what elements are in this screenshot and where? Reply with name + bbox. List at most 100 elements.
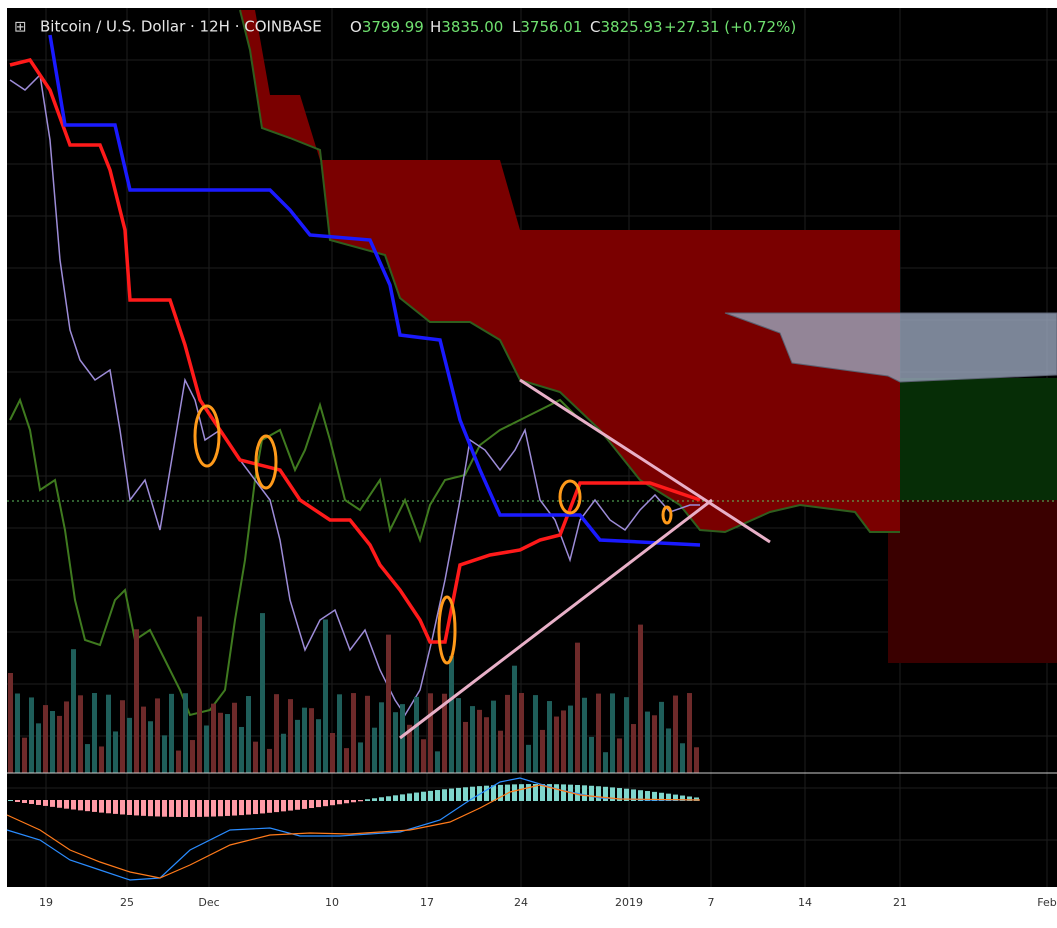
histogram-bar: [491, 785, 496, 801]
volume-bar: [589, 736, 594, 773]
histogram-bar: [120, 800, 125, 815]
histogram-bar: [631, 789, 636, 801]
volume-bar: [582, 697, 587, 773]
volume-bar: [575, 642, 580, 773]
cloud: [240, 10, 900, 532]
histogram-bar: [8, 800, 13, 801]
histogram-bar: [456, 787, 461, 801]
volume-bar: [274, 694, 279, 773]
volume-bar: [379, 702, 384, 773]
histogram-bar: [484, 785, 489, 801]
histogram-bar: [134, 800, 139, 816]
x-tick-label: 2019: [615, 896, 643, 909]
volume-bar: [624, 697, 629, 773]
volume-bar: [540, 729, 545, 773]
histogram-bar: [470, 786, 475, 801]
volume-bar: [456, 698, 461, 773]
histogram-bar: [596, 786, 601, 801]
histogram-bar: [379, 797, 384, 801]
lagging-span: [9, 397, 581, 717]
histogram-bar: [526, 784, 531, 801]
volume-bar: [260, 613, 265, 773]
histogram-bar: [43, 800, 48, 806]
signal-line: [6, 784, 701, 879]
menu-icon[interactable]: ⊞: [14, 18, 27, 36]
volume-bar: [43, 705, 48, 773]
volume-bar: [162, 735, 167, 773]
histogram-bar: [15, 800, 20, 802]
histogram-bar: [106, 800, 111, 814]
volume-bar: [533, 695, 538, 773]
histogram-bar: [330, 800, 335, 806]
histogram-bar: [246, 800, 251, 815]
volume-bar: [113, 731, 118, 773]
volume-bar: [687, 693, 692, 773]
histogram-bar: [323, 800, 328, 807]
histogram-bar: [239, 800, 244, 816]
volume-bar: [309, 708, 314, 773]
histogram-bar: [197, 800, 202, 817]
volume-bar: [204, 725, 209, 773]
volume-bar: [372, 727, 377, 773]
volume-bar: [484, 717, 489, 773]
histogram-bar: [365, 799, 370, 801]
x-tick-label: Dec: [198, 896, 219, 909]
volume-bar: [267, 748, 272, 773]
volume-bar: [449, 656, 454, 773]
volume-bar: [64, 701, 69, 773]
histogram-bar: [92, 800, 97, 812]
volume-bar: [176, 750, 181, 773]
volume-bar: [596, 693, 601, 773]
volume-bar: [78, 695, 83, 773]
histogram-bar: [687, 796, 692, 801]
x-tick-label: 24: [514, 896, 528, 909]
histogram-bar: [288, 800, 293, 811]
volume-bar: [169, 693, 174, 773]
histogram-bar: [435, 790, 440, 801]
triangle-lower: [399, 498, 713, 740]
x-tick-label: 21: [893, 896, 907, 909]
histogram-bar: [442, 789, 447, 801]
volume-bar: [463, 721, 468, 773]
histogram-bar: [225, 800, 230, 816]
highlight: [193, 404, 221, 468]
volume-bar: [120, 700, 125, 773]
volume-bar: [246, 696, 251, 773]
x-tick-label: 19: [39, 896, 53, 909]
volume-bar: [190, 740, 195, 773]
histogram-bar: [617, 788, 622, 801]
volume-bar: [414, 696, 419, 773]
volume-bar: [477, 709, 482, 773]
volume-bar: [302, 707, 307, 773]
ohlc-label: L: [512, 18, 521, 36]
volume-bar: [491, 700, 496, 773]
volume-bar: [610, 693, 615, 773]
volume-bar: [71, 649, 76, 773]
histogram-bar: [386, 796, 391, 801]
volume-bar: [92, 693, 97, 773]
volume-bar: [141, 706, 146, 773]
ohlc-value: 3825.93: [600, 18, 662, 36]
volume-bar: [29, 697, 34, 773]
histogram-bar: [148, 800, 153, 817]
ohlc-value: 3799.99: [362, 18, 424, 36]
macd: [8, 784, 699, 817]
volume-bar: [386, 634, 391, 773]
histogram-bar: [449, 788, 454, 801]
histogram-bar: [659, 792, 664, 801]
highlight: [558, 479, 582, 515]
histogram-bar: [603, 786, 608, 801]
x-tick-label: 14: [798, 896, 812, 909]
volume-bar: [50, 711, 55, 773]
volume-bar: [155, 698, 160, 773]
histogram-bar: [547, 784, 552, 801]
volume-bar: [288, 699, 293, 773]
volume-bar: [526, 744, 531, 773]
ohlc-label: H: [430, 18, 441, 36]
histogram-bar: [141, 800, 146, 816]
histogram-bar: [463, 787, 468, 801]
ohlc-label: O: [350, 18, 362, 36]
volume-bar: [470, 706, 475, 773]
volume-bar: [8, 673, 13, 773]
